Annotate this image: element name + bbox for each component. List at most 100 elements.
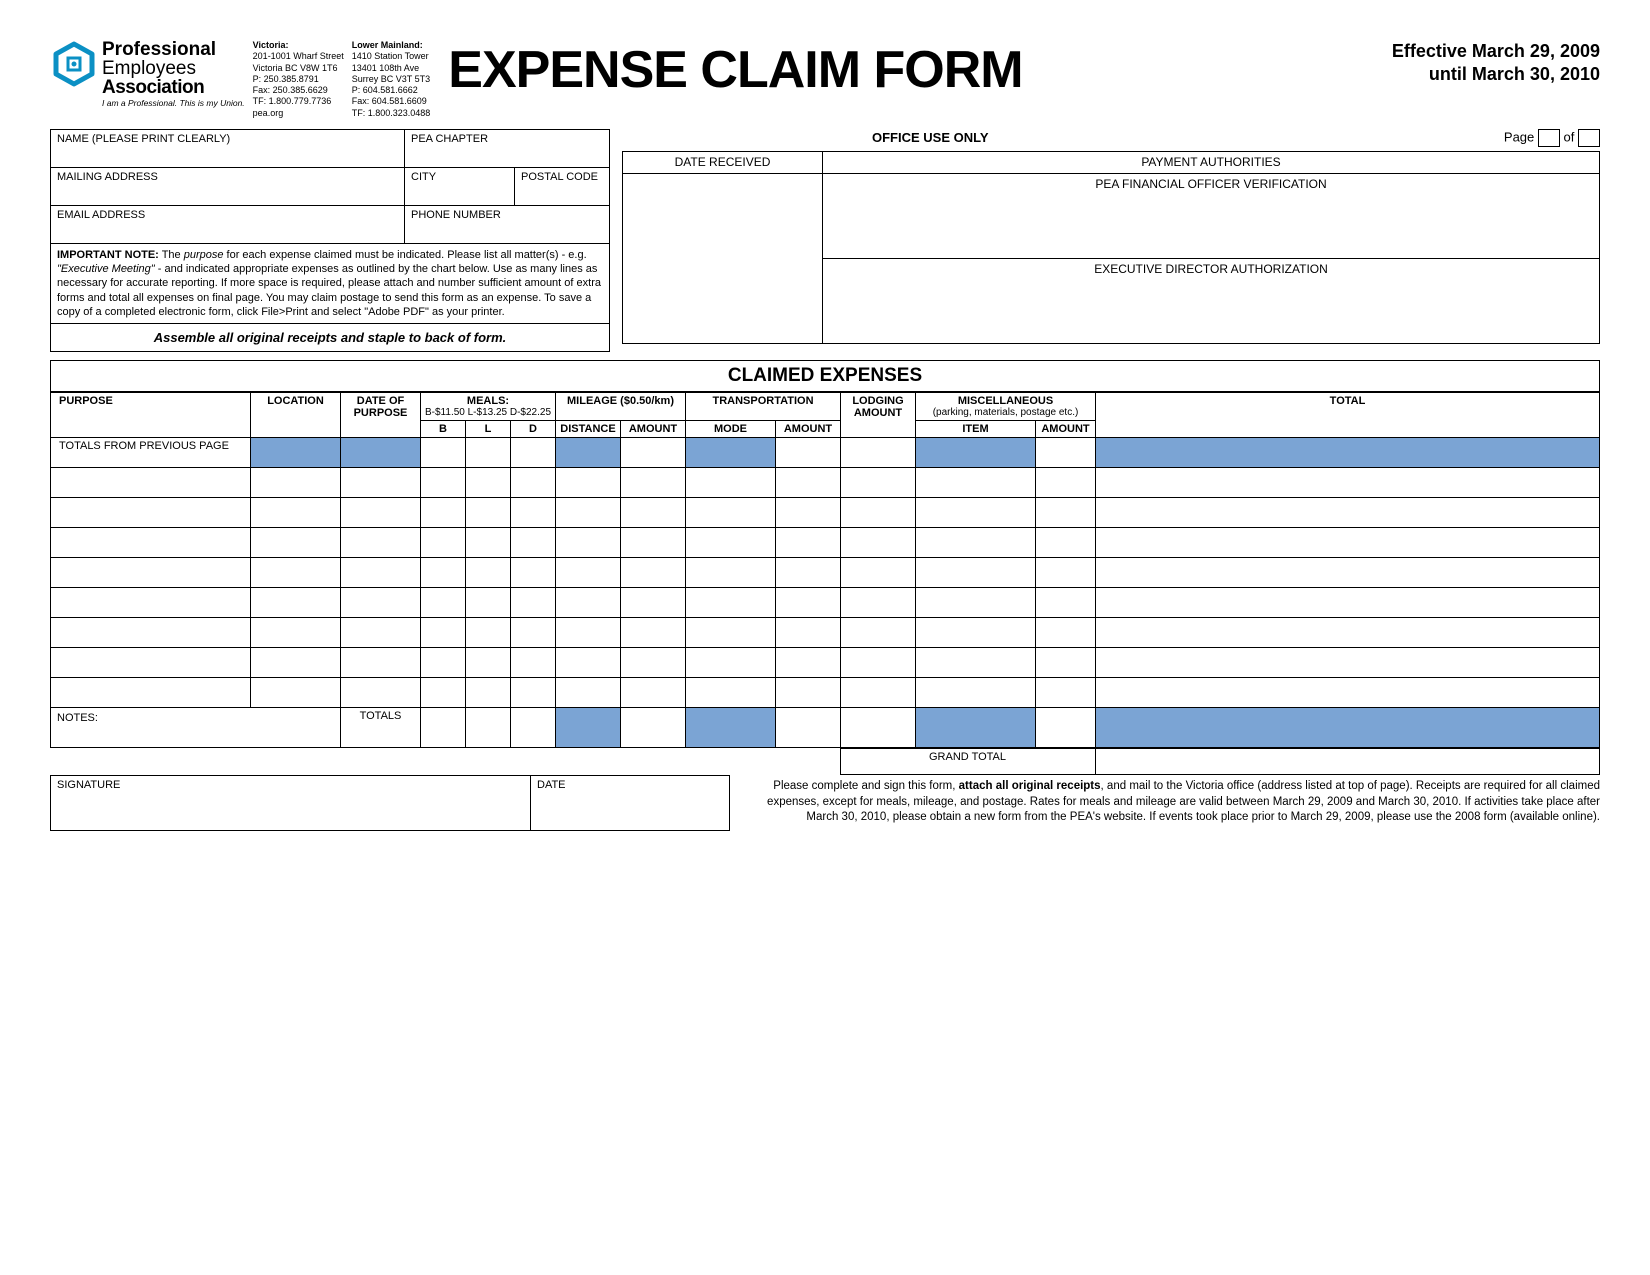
- expense-cell[interactable]: [466, 588, 511, 618]
- expense-cell[interactable]: [621, 588, 686, 618]
- expense-cell[interactable]: [466, 558, 511, 588]
- expense-cell[interactable]: [916, 648, 1036, 678]
- page-num-box[interactable]: [1538, 129, 1560, 147]
- expense-cell[interactable]: [341, 558, 421, 588]
- expense-cell[interactable]: [341, 588, 421, 618]
- expense-cell[interactable]: [1096, 498, 1600, 528]
- expense-cell[interactable]: [841, 558, 916, 588]
- expense-cell[interactable]: [776, 588, 841, 618]
- totals-cell[interactable]: [686, 708, 776, 748]
- totals-cell[interactable]: [776, 708, 841, 748]
- prev-cell[interactable]: [776, 438, 841, 468]
- expense-cell[interactable]: [1036, 678, 1096, 708]
- expense-cell[interactable]: [341, 498, 421, 528]
- expense-cell[interactable]: [421, 498, 466, 528]
- expense-cell[interactable]: [841, 618, 916, 648]
- expense-cell[interactable]: [51, 648, 251, 678]
- expense-cell[interactable]: [776, 648, 841, 678]
- expense-cell[interactable]: [421, 678, 466, 708]
- financial-officer-box[interactable]: PEA FINANCIAL OFFICER VERIFICATION: [823, 173, 1600, 258]
- totals-cell[interactable]: [556, 708, 621, 748]
- expense-cell[interactable]: [251, 618, 341, 648]
- expense-cell[interactable]: [466, 618, 511, 648]
- expense-cell[interactable]: [511, 618, 556, 648]
- expense-cell[interactable]: [251, 678, 341, 708]
- expense-cell[interactable]: [511, 588, 556, 618]
- expense-cell[interactable]: [686, 528, 776, 558]
- prev-cell[interactable]: [251, 438, 341, 468]
- expense-cell[interactable]: [511, 648, 556, 678]
- expense-cell[interactable]: [466, 528, 511, 558]
- expense-cell[interactable]: [916, 468, 1036, 498]
- expense-cell[interactable]: [776, 468, 841, 498]
- expense-cell[interactable]: [916, 678, 1036, 708]
- expense-cell[interactable]: [251, 588, 341, 618]
- email-field[interactable]: EMAIL ADDRESS: [51, 205, 405, 243]
- expense-cell[interactable]: [341, 468, 421, 498]
- expense-cell[interactable]: [1096, 648, 1600, 678]
- expense-cell[interactable]: [341, 618, 421, 648]
- expense-cell[interactable]: [51, 618, 251, 648]
- name-field[interactable]: NAME (PLEASE PRINT CLEARLY): [51, 129, 405, 167]
- sig-date-field[interactable]: DATE: [531, 776, 730, 831]
- expense-cell[interactable]: [686, 648, 776, 678]
- expense-cell[interactable]: [1096, 678, 1600, 708]
- expense-cell[interactable]: [421, 558, 466, 588]
- expense-cell[interactable]: [341, 528, 421, 558]
- expense-cell[interactable]: [51, 468, 251, 498]
- expense-cell[interactable]: [421, 588, 466, 618]
- expense-cell[interactable]: [1036, 618, 1096, 648]
- prev-cell[interactable]: [841, 438, 916, 468]
- expense-cell[interactable]: [841, 468, 916, 498]
- notes-cell[interactable]: NOTES:: [51, 708, 341, 748]
- expense-cell[interactable]: [1036, 558, 1096, 588]
- expense-cell[interactable]: [421, 528, 466, 558]
- prev-cell[interactable]: [686, 438, 776, 468]
- expense-cell[interactable]: [841, 498, 916, 528]
- expense-cell[interactable]: [686, 498, 776, 528]
- expense-cell[interactable]: [421, 468, 466, 498]
- expense-cell[interactable]: [466, 498, 511, 528]
- expense-cell[interactable]: [686, 558, 776, 588]
- expense-cell[interactable]: [1096, 558, 1600, 588]
- phone-field[interactable]: PHONE NUMBER: [405, 205, 610, 243]
- expense-cell[interactable]: [916, 618, 1036, 648]
- expense-cell[interactable]: [686, 468, 776, 498]
- expense-cell[interactable]: [466, 648, 511, 678]
- totals-cell[interactable]: [421, 708, 466, 748]
- expense-cell[interactable]: [776, 618, 841, 648]
- expense-cell[interactable]: [51, 678, 251, 708]
- expense-cell[interactable]: [1096, 468, 1600, 498]
- expense-cell[interactable]: [251, 468, 341, 498]
- expense-cell[interactable]: [556, 558, 621, 588]
- expense-cell[interactable]: [511, 528, 556, 558]
- expense-cell[interactable]: [51, 498, 251, 528]
- totals-cell[interactable]: [466, 708, 511, 748]
- totals-cell[interactable]: [916, 708, 1036, 748]
- chapter-field[interactable]: PEA CHAPTER: [405, 129, 610, 167]
- expense-cell[interactable]: [251, 558, 341, 588]
- expense-cell[interactable]: [511, 468, 556, 498]
- prev-cell[interactable]: [1036, 438, 1096, 468]
- prev-cell[interactable]: [511, 438, 556, 468]
- expense-cell[interactable]: [341, 648, 421, 678]
- prev-cell[interactable]: [621, 438, 686, 468]
- expense-cell[interactable]: [556, 498, 621, 528]
- expense-cell[interactable]: [251, 498, 341, 528]
- expense-cell[interactable]: [841, 678, 916, 708]
- date-received-box[interactable]: [623, 173, 823, 343]
- page-total-box[interactable]: [1578, 129, 1600, 147]
- prev-cell[interactable]: [916, 438, 1036, 468]
- totals-cell[interactable]: [1096, 708, 1600, 748]
- expense-cell[interactable]: [511, 678, 556, 708]
- postal-field[interactable]: POSTAL CODE: [515, 167, 610, 205]
- expense-cell[interactable]: [341, 678, 421, 708]
- expense-cell[interactable]: [916, 558, 1036, 588]
- expense-cell[interactable]: [916, 588, 1036, 618]
- expense-cell[interactable]: [1096, 588, 1600, 618]
- expense-cell[interactable]: [556, 648, 621, 678]
- prev-cell[interactable]: [421, 438, 466, 468]
- prev-cell[interactable]: [556, 438, 621, 468]
- expense-cell[interactable]: [686, 588, 776, 618]
- expense-cell[interactable]: [686, 618, 776, 648]
